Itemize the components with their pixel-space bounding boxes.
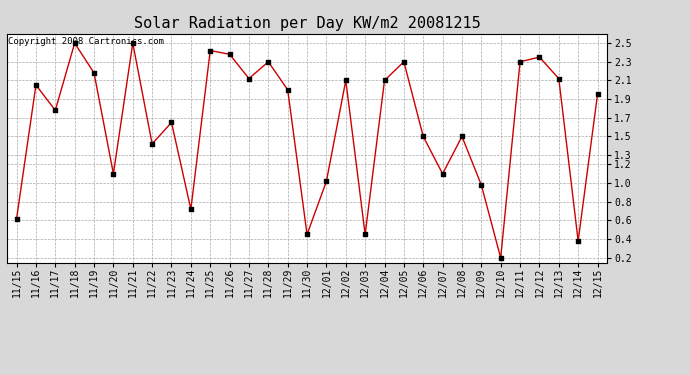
Text: Copyright 2008 Cartronics.com: Copyright 2008 Cartronics.com	[8, 37, 164, 46]
Point	[302, 231, 313, 237]
Point	[127, 40, 138, 46]
Point	[379, 77, 390, 83]
Point	[30, 82, 41, 88]
Point	[340, 77, 351, 83]
Point	[592, 92, 603, 98]
Point	[495, 255, 506, 261]
Point	[224, 51, 235, 57]
Point	[417, 134, 428, 140]
Point	[166, 120, 177, 126]
Point	[88, 70, 99, 76]
Point	[437, 171, 448, 177]
Point	[457, 134, 468, 140]
Point	[50, 107, 61, 113]
Point	[263, 59, 274, 65]
Point	[282, 87, 293, 93]
Point	[476, 182, 487, 188]
Point	[553, 76, 564, 82]
Point	[146, 141, 157, 147]
Point	[69, 40, 80, 46]
Point	[398, 59, 409, 65]
Point	[321, 178, 332, 184]
Point	[186, 206, 197, 212]
Point	[108, 171, 119, 177]
Point	[205, 48, 216, 54]
Point	[515, 59, 526, 65]
Point	[11, 216, 22, 222]
Point	[244, 76, 255, 82]
Point	[359, 231, 371, 237]
Title: Solar Radiation per Day KW/m2 20081215: Solar Radiation per Day KW/m2 20081215	[134, 16, 480, 31]
Point	[534, 54, 545, 60]
Point	[573, 238, 584, 244]
